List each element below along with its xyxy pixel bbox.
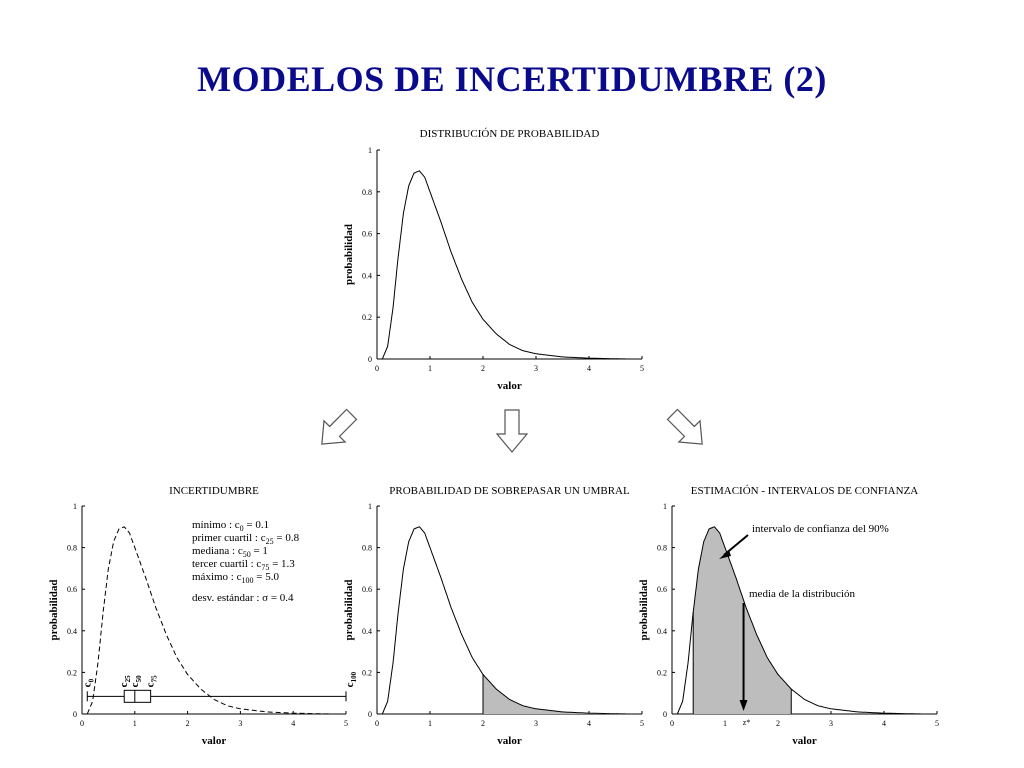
y-tick-label: 0.4 xyxy=(67,627,77,636)
x-tick-label: 0 xyxy=(80,719,84,728)
stat-line: máximo : c100 = 5.0 xyxy=(192,571,279,585)
chart-title: PROBABILIDAD DE SOBREPASAR UN UMBRAL xyxy=(389,485,630,497)
x-tick-label: 3 xyxy=(534,364,538,373)
arrow-down-right xyxy=(666,408,703,445)
y-tick-label: 0 xyxy=(73,710,77,719)
series-line xyxy=(381,170,629,360)
y-tick-label: 1 xyxy=(368,146,372,155)
y-tick-label: 0.6 xyxy=(362,585,372,594)
series-line xyxy=(381,526,629,715)
chart-title: INCERTIDUMBRE xyxy=(169,485,259,497)
y-tick-label: 0 xyxy=(368,355,372,364)
chart-title: DISTRIBUCIÓN DE PROBABILIDAD xyxy=(420,128,600,140)
y-tick-label: 0.2 xyxy=(362,668,372,677)
x-tick-label: 2 xyxy=(481,364,485,373)
x-tick-label: 5 xyxy=(344,719,348,728)
y-tick-label: 0 xyxy=(663,710,667,719)
boxplot-label: c0 xyxy=(81,678,95,687)
y-tick-label: 0.2 xyxy=(657,668,667,677)
arrow-down-shape xyxy=(495,409,529,453)
y-tick-label: 0 xyxy=(368,710,372,719)
stat-std: desv. estándar : σ = 0.4 xyxy=(192,592,294,604)
y-tick-label: 0.6 xyxy=(657,585,667,594)
x-tick-label: 3 xyxy=(829,719,833,728)
boxplot-label: c75 xyxy=(145,675,159,687)
y-tick-label: 0.4 xyxy=(362,627,372,636)
x-tick-label: 1 xyxy=(428,364,432,373)
confidence-area xyxy=(693,526,792,714)
y-tick-label: 0.8 xyxy=(362,188,372,197)
x-axis-label: valor xyxy=(497,380,522,392)
x-tick-label: 5 xyxy=(640,719,644,728)
x-tick-label: 4 xyxy=(587,364,591,373)
y-tick-label: 0.8 xyxy=(362,544,372,553)
y-axis-label: probabilidad xyxy=(343,224,355,285)
y-tick-label: 1 xyxy=(663,502,667,511)
stat-line: primer cuartil : c25 = 0.8 xyxy=(192,532,300,546)
boxplot-label: c50 xyxy=(129,675,143,687)
annotation-interval: intervalo de confianza del 90% xyxy=(752,523,889,535)
x-tick-label: 1 xyxy=(428,719,432,728)
x-tick-label: 2 xyxy=(481,719,485,728)
arrow-down-right-shape xyxy=(666,408,703,445)
x-axis-label: valor xyxy=(792,735,817,747)
shaded-area xyxy=(483,674,629,714)
y-tick-label: 0.8 xyxy=(67,544,77,553)
boxplot-box xyxy=(123,689,152,703)
page-title: MODELOS DE INCERTIDUMBRE (2) xyxy=(197,59,827,99)
zstar-label: z* xyxy=(743,718,751,727)
y-tick-label: 1 xyxy=(73,502,77,511)
y-axis-label: probabilidad xyxy=(48,580,60,641)
x-tick-label: 2 xyxy=(776,719,780,728)
x-tick-label: 0 xyxy=(375,719,379,728)
y-tick-label: 1 xyxy=(368,502,372,511)
chart-title: ESTIMACIÓN - INTERVALOS DE CONFIANZA xyxy=(691,485,919,497)
stat-line: mínimo : c0 = 0.1 xyxy=(192,519,269,533)
arrow-down-left xyxy=(321,408,358,445)
x-tick-label: 4 xyxy=(587,719,591,728)
arrowhead-mean xyxy=(739,700,748,711)
x-tick-label: 0 xyxy=(670,719,674,728)
x-tick-label: 4 xyxy=(882,719,886,728)
y-axis-label: probabilidad xyxy=(343,580,355,641)
annotation-mean: media de la distribución xyxy=(749,588,855,600)
arrow-down-left-shape xyxy=(321,408,358,445)
stat-line: tercer cuartil : c75 = 1.3 xyxy=(192,558,295,572)
x-axis-label: valor xyxy=(202,735,227,747)
y-tick-label: 0.2 xyxy=(362,313,372,322)
x-tick-label: 5 xyxy=(640,364,644,373)
boxplot-label: c100 xyxy=(344,671,358,687)
x-tick-label: 3 xyxy=(238,719,242,728)
y-axis-label: probabilidad xyxy=(638,580,650,641)
x-axis-label: valor xyxy=(497,735,522,747)
y-tick-label: 0.2 xyxy=(67,668,77,677)
x-tick-label: 1 xyxy=(133,719,137,728)
arrowhead-interval xyxy=(719,550,731,559)
y-tick-label: 0.8 xyxy=(657,544,667,553)
arrow-down xyxy=(495,409,529,453)
y-tick-label: 0.4 xyxy=(657,627,667,636)
x-tick-label: 0 xyxy=(375,364,379,373)
y-tick-label: 0.6 xyxy=(67,585,77,594)
x-tick-label: 2 xyxy=(186,719,190,728)
y-tick-label: 0.6 xyxy=(362,230,372,239)
x-tick-label: 3 xyxy=(534,719,538,728)
stat-line: mediana : c50 = 1 xyxy=(192,545,268,559)
y-tick-label: 0.4 xyxy=(362,271,372,280)
x-tick-label: 4 xyxy=(291,719,295,728)
boxplot-label: c25 xyxy=(118,675,132,687)
x-tick-label: 5 xyxy=(935,719,939,728)
series-line xyxy=(676,526,924,715)
x-tick-label: 1 xyxy=(723,719,727,728)
